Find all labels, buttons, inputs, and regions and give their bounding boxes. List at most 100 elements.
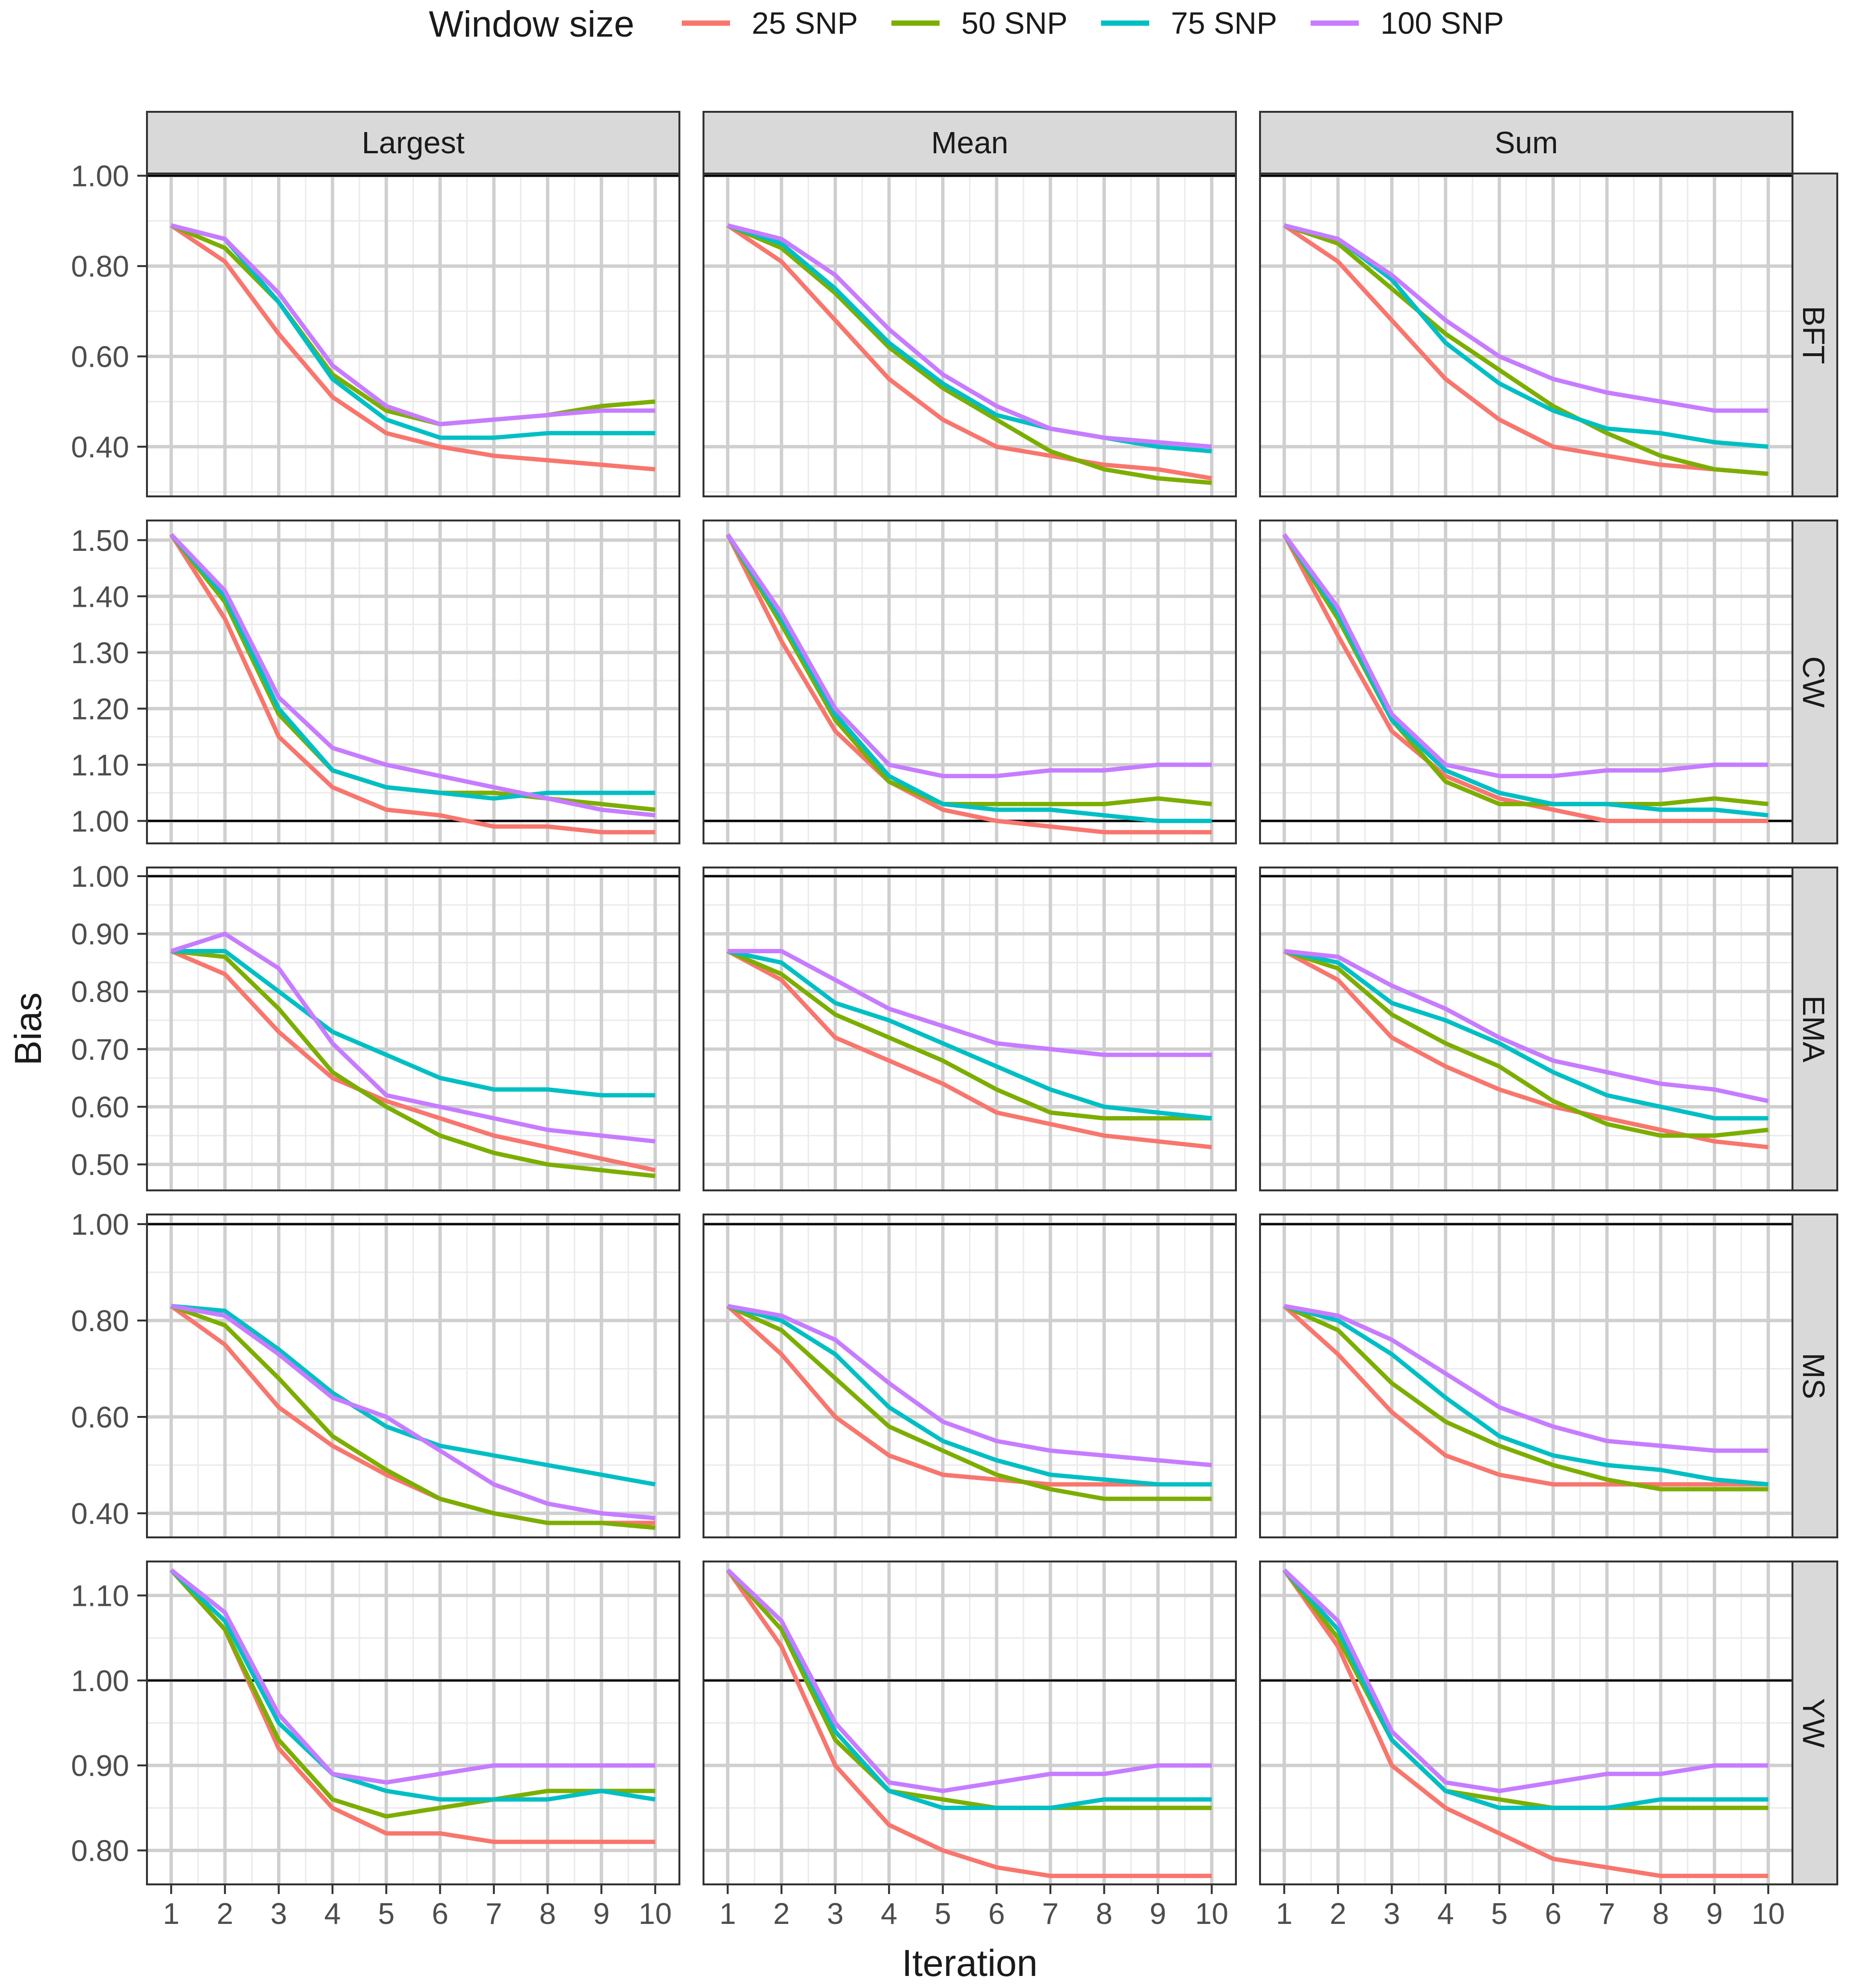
y-tick-label: 0.50 [71, 1148, 129, 1182]
series-line-75-snp [727, 223, 1212, 454]
panel-border [146, 867, 680, 1191]
strip-label-mean: Mean [931, 125, 1008, 160]
series-lines [727, 949, 1212, 1149]
strip-label-sum: Sum [1495, 125, 1558, 160]
y-tick-label: 1.00 [71, 1208, 129, 1241]
series-line-50-snp [169, 1568, 655, 1819]
panel-border [703, 1214, 1237, 1538]
y-tick-label: 0.90 [71, 1749, 129, 1783]
panel-border [146, 1561, 680, 1885]
y-tick-label: 1.00 [71, 1665, 129, 1698]
y-tick-label: 0.90 [71, 918, 129, 951]
series-line-50-snp [171, 949, 656, 1178]
x-tick-label: 5 [378, 1897, 394, 1931]
x-tick-label: 2 [217, 1897, 233, 1931]
series-line-75-snp [171, 223, 655, 440]
x-tick-label: 3 [270, 1897, 287, 1931]
series-line-25-snp [726, 1304, 1212, 1487]
panel-border [703, 520, 1237, 844]
series-line-75-snp [171, 949, 655, 1098]
series-line-25-snp [1282, 1569, 1768, 1878]
series-lines [726, 1568, 1212, 1878]
series-line-25-snp [1283, 224, 1769, 476]
series-lines [170, 223, 656, 472]
series-line-50-snp [727, 949, 1212, 1121]
panel-cw-mean [703, 520, 1237, 844]
y-tick-label: 1.20 [71, 693, 129, 726]
series-line-100-snp [1284, 223, 1768, 413]
legend-title: Window size [429, 4, 635, 45]
series-line-100-snp [727, 1304, 1212, 1468]
y-tick-label: 0.80 [71, 1305, 129, 1338]
x-tick-label: 10 [1752, 1897, 1785, 1931]
x-tick-label: 9 [1706, 1897, 1723, 1931]
x-tick-label: 5 [1491, 1897, 1507, 1931]
series-line-75-snp [1284, 1304, 1769, 1487]
y-tick-label: 1.50 [71, 524, 129, 558]
series-line-75-snp [727, 949, 1212, 1121]
y-tick-label: 0.60 [71, 1401, 129, 1434]
series-line-100-snp [170, 932, 656, 1144]
panel-cw-sum [1259, 520, 1793, 844]
strip-bft [1789, 173, 1838, 497]
series-lines [726, 223, 1212, 485]
strip-label-cw: CW [1796, 656, 1831, 708]
panel-bft-largest [146, 173, 680, 497]
panel-ms-mean [703, 1214, 1237, 1538]
series-line-75-snp [1282, 1568, 1768, 1810]
legend-label-100-snp: 100 SNP [1380, 6, 1504, 40]
panel-bft-sum [1259, 173, 1793, 497]
x-tick-label: 4 [324, 1897, 341, 1931]
series-line-100-snp [728, 949, 1212, 1057]
series-lines [726, 1304, 1212, 1501]
y-tick-label: 0.60 [71, 1091, 129, 1124]
series-line-100-snp [171, 223, 655, 427]
series-line-100-snp [727, 223, 1212, 449]
series-line-50-snp [170, 1304, 656, 1530]
series-line-100-snp [170, 1568, 655, 1785]
panel-border [1259, 173, 1793, 497]
series-lines [1283, 1304, 1769, 1492]
y-tick-label: 0.40 [71, 1497, 129, 1531]
series-line-25-snp [726, 224, 1212, 480]
series-line-25-snp [169, 533, 655, 835]
x-tick-label: 1 [719, 1897, 736, 1931]
series-lines [726, 533, 1212, 835]
y-tick-label: 1.00 [71, 805, 129, 838]
series-lines [1283, 949, 1769, 1149]
y-tick-label: 0.70 [71, 1033, 129, 1067]
strip-label-ms: MS [1796, 1353, 1831, 1399]
series-lines [1282, 533, 1769, 823]
panel-yw-mean [703, 1561, 1237, 1885]
series-line-75-snp [170, 1568, 656, 1802]
x-axis-title: Iteration [902, 1942, 1038, 1984]
series-line-50-snp [1283, 1304, 1768, 1492]
strip-cw [1789, 520, 1838, 844]
x-tick-label: 2 [773, 1897, 790, 1931]
panel-cw-largest [146, 520, 680, 844]
strip-label-yw: YW [1796, 1698, 1831, 1748]
x-tick-label: 6 [432, 1897, 448, 1931]
series-line-100-snp [1283, 1568, 1768, 1793]
panel-border [1259, 520, 1793, 844]
series-lines [169, 533, 656, 835]
series-line-50-snp [727, 1304, 1212, 1501]
series-lines [170, 932, 656, 1178]
y-tick-label: 1.00 [71, 860, 129, 894]
strip-label-largest: Largest [362, 125, 465, 160]
x-tick-label: 1 [1276, 1897, 1292, 1931]
panel-border [703, 173, 1237, 497]
y-tick-label: 0.80 [71, 250, 129, 283]
series-line-50-snp [1283, 223, 1769, 476]
panel-ms-sum [1259, 1214, 1793, 1538]
x-tick-label: 4 [881, 1897, 897, 1931]
y-tick-label: 1.00 [71, 160, 129, 193]
series-line-50-snp [1283, 949, 1769, 1138]
x-tick-label: 8 [1652, 1897, 1669, 1931]
y-tick-label: 1.10 [71, 749, 129, 782]
series-line-50-snp [727, 223, 1212, 485]
x-tick-label: 7 [1042, 1897, 1059, 1931]
series-line-50-snp [726, 1568, 1212, 1810]
strip-sum [1259, 111, 1793, 174]
